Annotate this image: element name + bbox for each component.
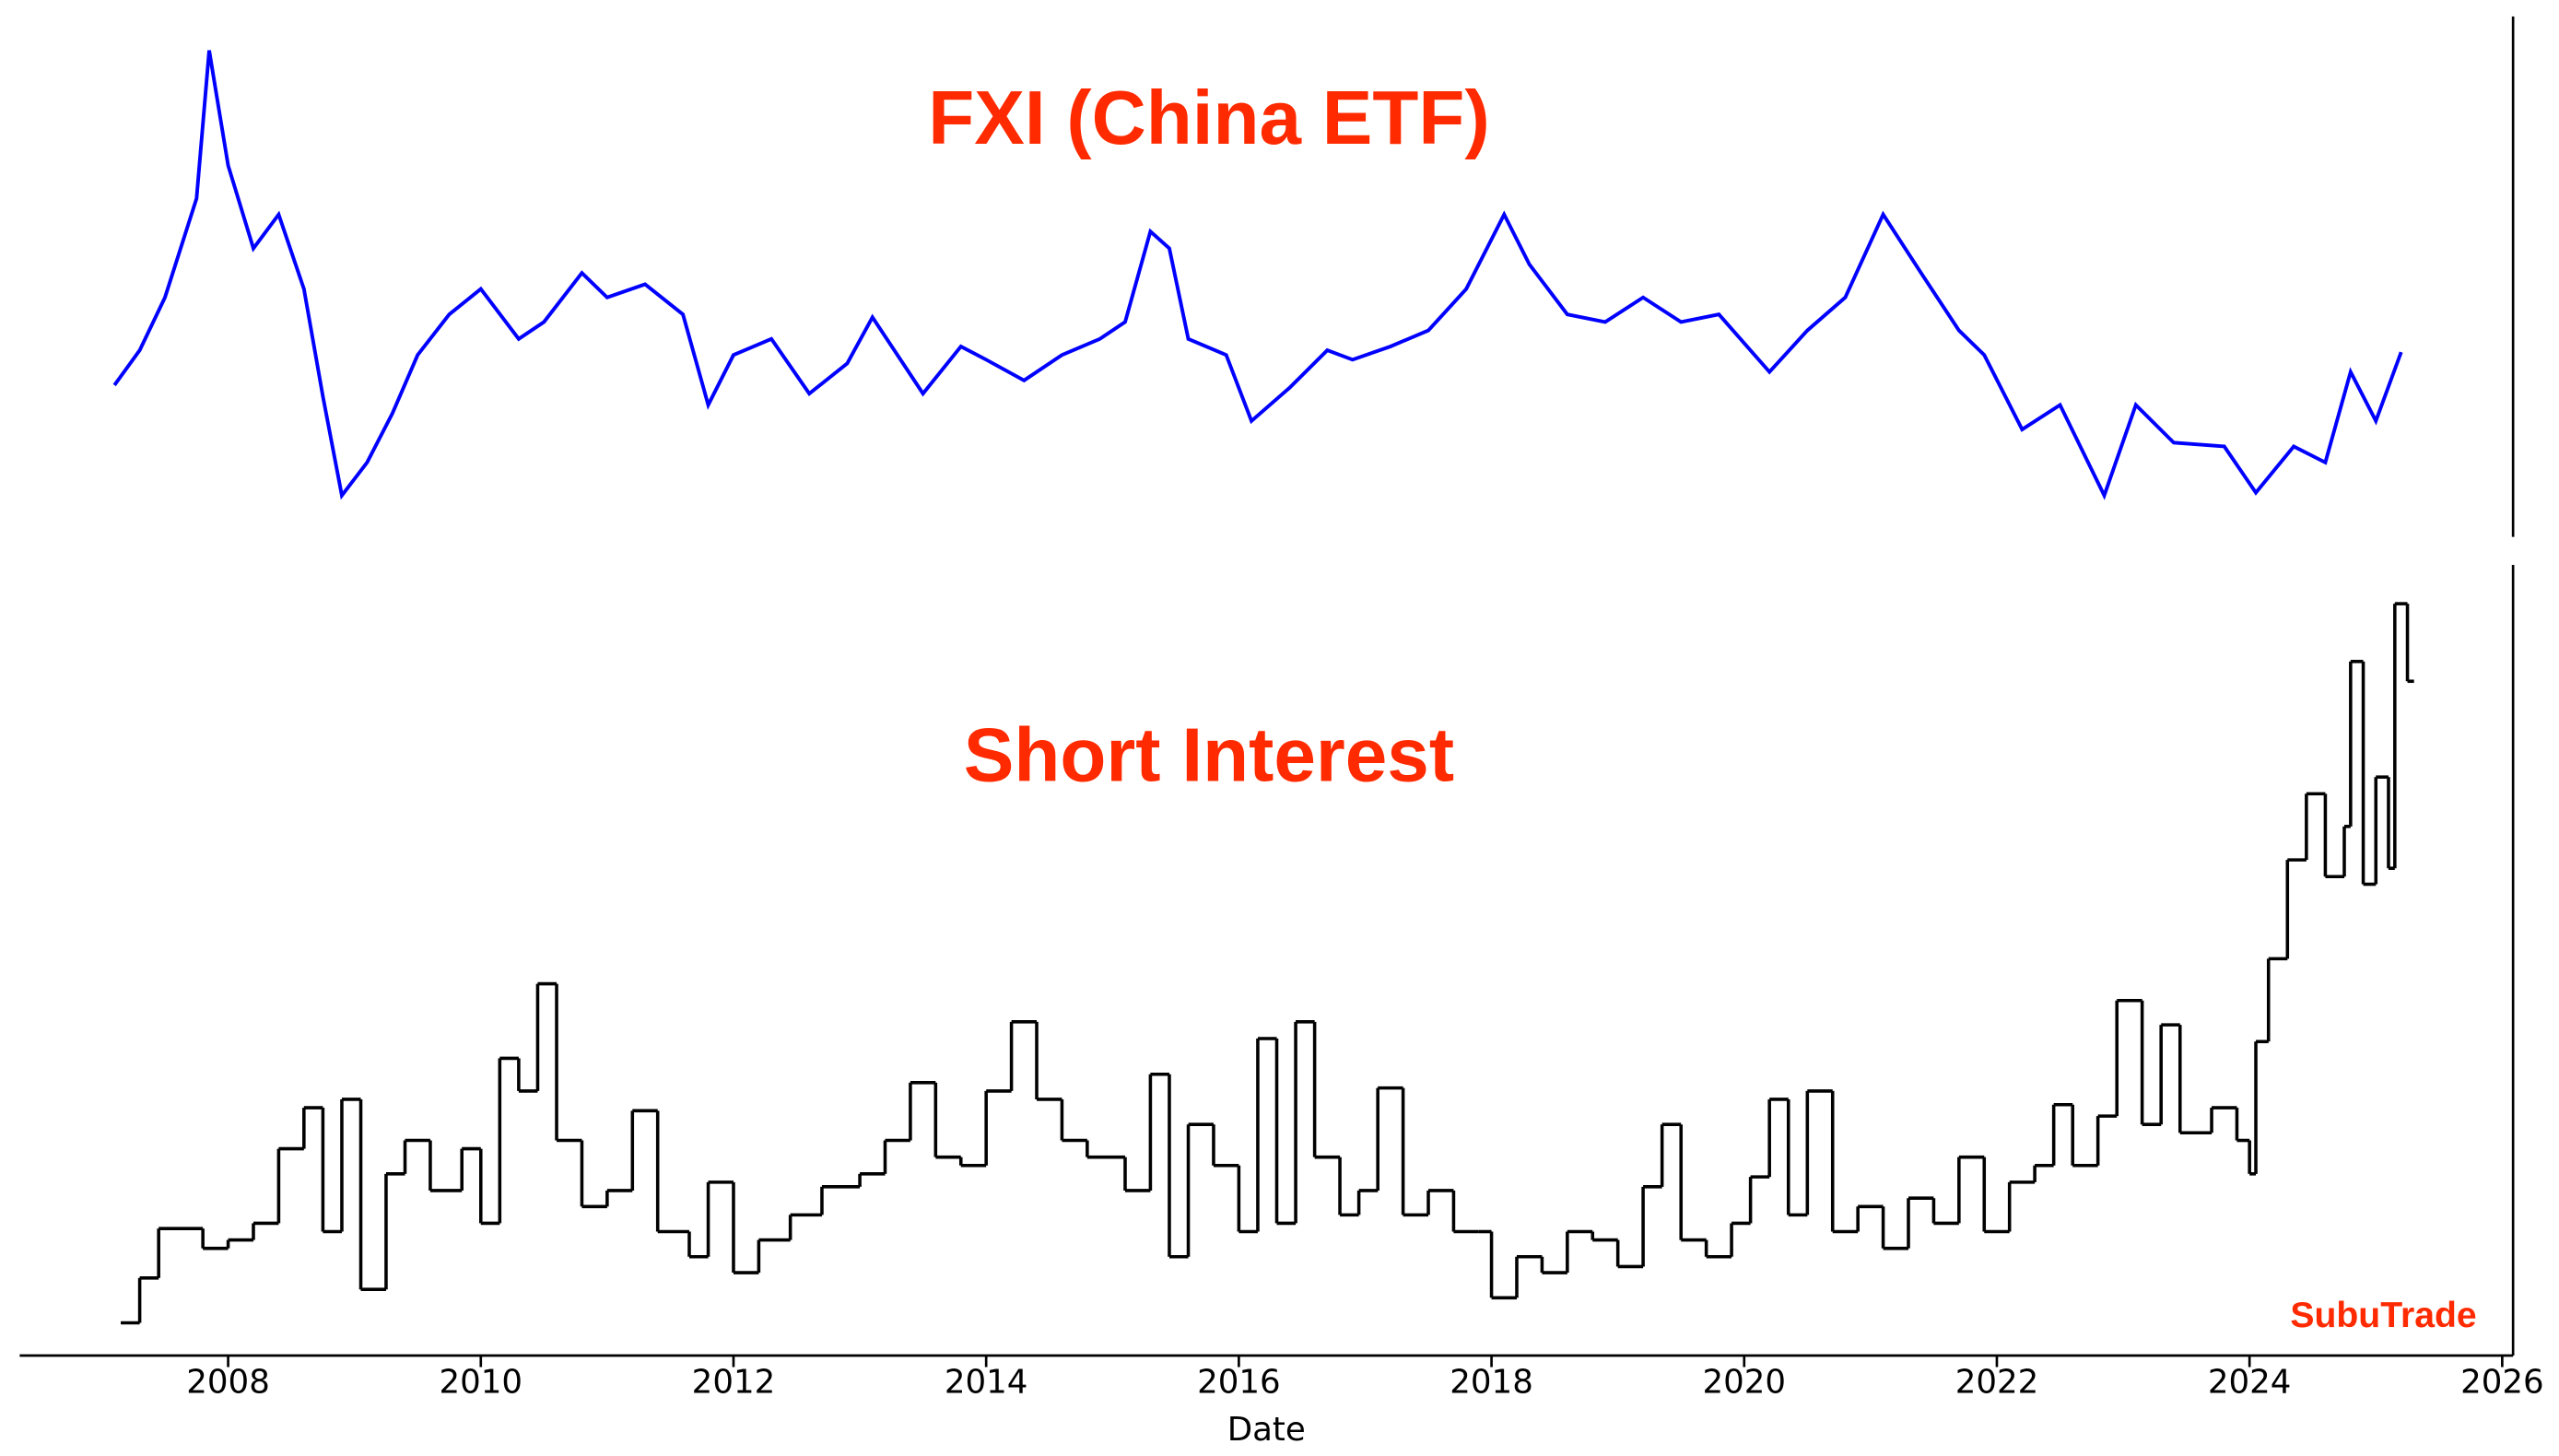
x-tick-label: 2008	[186, 1363, 270, 1401]
chart-title: Short Interest	[964, 713, 1454, 797]
watermark: SubuTrade	[2290, 1295, 2476, 1335]
x-tick-label: 2018	[1450, 1363, 1533, 1401]
x-tick-label: 2010	[439, 1363, 522, 1401]
x-tick-label: 2020	[1702, 1363, 1786, 1401]
price-line	[112, 50, 2403, 500]
x-tick-label: 2022	[1955, 1363, 2039, 1401]
x-tick-label: 2016	[1197, 1363, 1281, 1401]
x-tick-label: 2026	[2460, 1363, 2544, 1401]
x-tick-label: 2024	[2208, 1363, 2292, 1401]
x-axis-label: Date	[1227, 1411, 1306, 1449]
x-tick-label: 2012	[692, 1363, 776, 1401]
x-tick-label: 2014	[945, 1363, 1028, 1401]
chart-title: FXI (China ETF)	[928, 76, 1490, 160]
